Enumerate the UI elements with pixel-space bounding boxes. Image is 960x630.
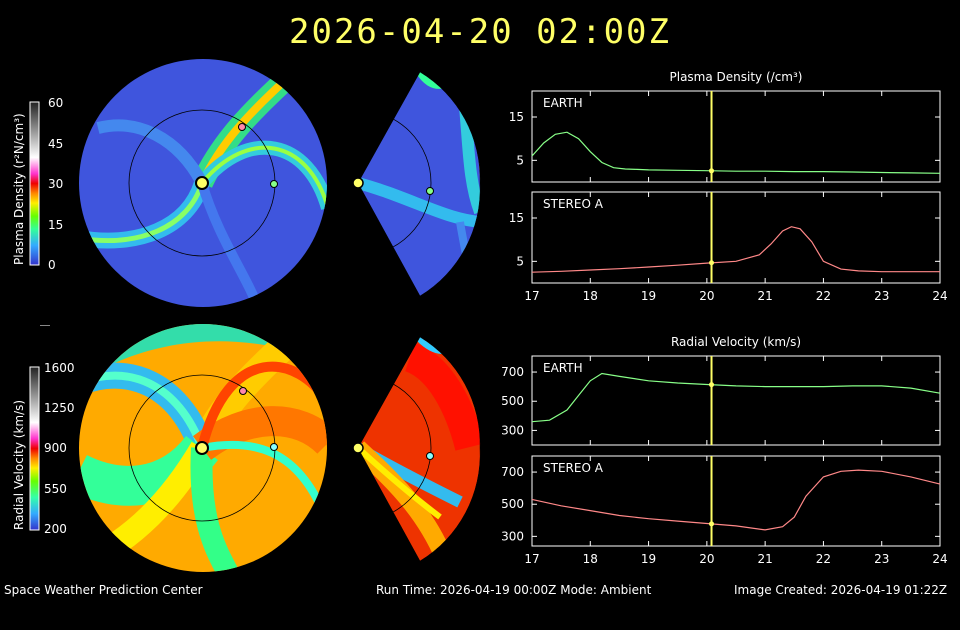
y-tick-label: 300	[501, 423, 524, 437]
density-meridional-map	[352, 72, 481, 297]
current-value-point	[709, 382, 715, 388]
density-tick-45: 45	[48, 137, 64, 151]
footer-image-created: Image Created: 2026-04-19 01:22Z	[734, 583, 948, 597]
x-tick-label: 17	[524, 552, 539, 566]
x-tick-label: 17	[524, 289, 539, 303]
density-tick-30: 30	[48, 177, 64, 191]
y-tick-label: 5	[516, 153, 524, 167]
plot-frame	[531, 455, 941, 547]
footer-run-time: Run Time: 2026-04-19 00:00Z Mode: Ambien…	[376, 583, 652, 597]
x-tick-label: 21	[758, 289, 773, 303]
separator-dash	[40, 325, 50, 326]
current-value-point	[709, 521, 715, 527]
y-tick-label: 700	[501, 365, 524, 379]
x-tick-label: 21	[758, 552, 773, 566]
x-tick-label: 18	[583, 289, 598, 303]
velocity-meridional-map	[352, 337, 481, 562]
x-tick-label: 18	[583, 552, 598, 566]
timestamp-title: 2026-04-20 02:00Z	[289, 12, 671, 52]
current-value-point	[709, 260, 715, 266]
velocity-ecliptic-map	[79, 324, 327, 572]
panel-name: STEREO A	[543, 197, 604, 211]
density-chart-title: Plasma Density (/cm³)	[669, 70, 803, 84]
plot-frame	[531, 90, 941, 183]
plot-frame	[531, 355, 941, 446]
velocity-tick-900: 900	[44, 441, 67, 455]
density-tick-60: 60	[48, 96, 64, 110]
x-tick-label: 23	[874, 552, 889, 566]
density-tick-0: 0	[48, 258, 56, 272]
y-tick-label: 700	[501, 465, 524, 479]
velocity-tick-200: 200	[44, 522, 67, 536]
x-tick-label: 20	[699, 552, 714, 566]
panel-name: EARTH	[543, 96, 583, 110]
y-tick-label: 5	[516, 254, 524, 268]
density-ecliptic-map	[79, 59, 327, 307]
y-tick-label: 15	[509, 110, 524, 124]
x-tick-label: 19	[641, 552, 656, 566]
x-tick-label: 24	[932, 552, 947, 566]
footer-organization: Space Weather Prediction Center	[4, 583, 203, 597]
x-tick-label: 22	[816, 289, 831, 303]
velocity-tick-1600: 1600	[44, 361, 75, 375]
x-tick-label: 23	[874, 289, 889, 303]
y-tick-label: 15	[509, 211, 524, 225]
y-tick-label: 300	[501, 529, 524, 543]
panel-name: EARTH	[543, 361, 583, 375]
series-line	[531, 131, 941, 174]
series-line	[531, 372, 941, 423]
velocity-chart-title: Radial Velocity (km/s)	[670, 335, 802, 349]
panel-name: STEREO A	[543, 461, 604, 475]
x-tick-label: 24	[932, 289, 947, 303]
current-value-point	[709, 168, 715, 174]
time-series-charts: 5 15 EARTH 5 15 STEREO A 17 18 19 20 21 22 23 24 300 50…	[501, 90, 948, 566]
x-tick-label: 19	[641, 289, 656, 303]
y-tick-label: 500	[501, 394, 524, 408]
density-colorbar	[29, 101, 40, 266]
x-tick-label: 20	[699, 289, 714, 303]
velocity-tick-1250: 1250	[44, 401, 75, 415]
velocity-tick-550: 550	[44, 482, 67, 496]
density-tick-15: 15	[48, 218, 64, 232]
plot-frame	[531, 191, 941, 284]
y-tick-label: 500	[501, 497, 524, 511]
velocity-colorbar	[29, 366, 40, 531]
x-tick-label: 22	[816, 552, 831, 566]
series-line	[531, 226, 940, 273]
series-line	[531, 469, 941, 531]
